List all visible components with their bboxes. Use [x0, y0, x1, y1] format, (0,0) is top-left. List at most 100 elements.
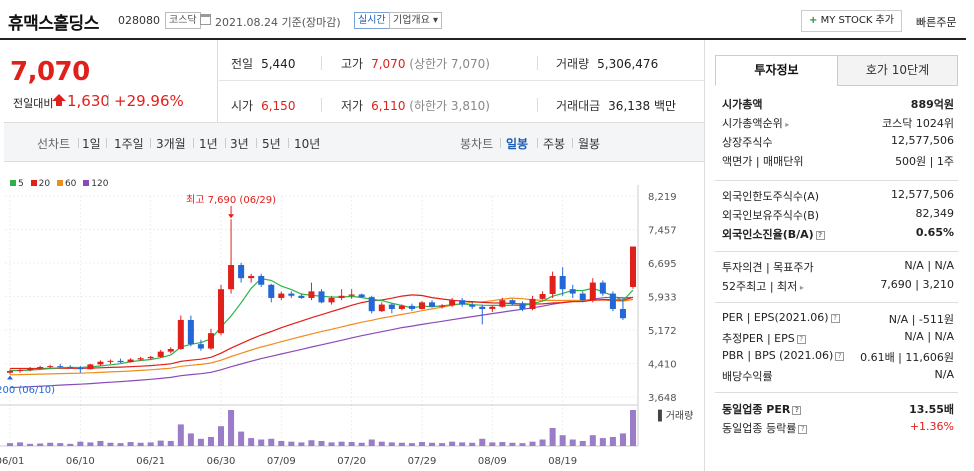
candle-body: [418, 302, 425, 309]
ma20-label: 20: [38, 179, 51, 189]
info-row-label: 동일업종 등락률?: [722, 420, 808, 436]
expand-icon[interactable]: ▸: [782, 120, 790, 129]
period-3m[interactable]: 3개월: [156, 137, 186, 151]
ma60-label: 60: [64, 179, 77, 189]
low-price: 저가 6,110 (하한가 3,810): [341, 97, 490, 114]
low-arrow: [7, 375, 13, 380]
volume-bar: [157, 440, 164, 446]
ma60-line: [9, 297, 634, 376]
quote-separator: [537, 56, 538, 70]
volume-bar: [248, 438, 255, 446]
x-tick-label: 08/09: [478, 456, 507, 467]
candle-body: [258, 275, 265, 285]
info-section-divider: [715, 302, 958, 303]
period-1d[interactable]: 1일: [82, 137, 101, 151]
candle-body: [619, 308, 626, 319]
info-row-value: 12,577,506: [891, 134, 954, 147]
candlestick-chart[interactable]: 8,219 7,457 6,695 5,933 5,172 4,410 3,648 06/01…: [0, 175, 704, 471]
candle-body: [268, 284, 275, 298]
quote-grid: 전일 5,440 고가 7,070 (상한가 7,070) 거래량 5,306,476…: [219, 40, 704, 122]
expand-icon[interactable]: ▸: [797, 283, 804, 292]
info-row: 시가총액 889억원: [722, 96, 954, 115]
period-5y[interactable]: 5년: [262, 137, 281, 151]
candle-body: [539, 294, 546, 299]
volume-bar: [348, 442, 355, 446]
period-10y[interactable]: 10년: [294, 137, 321, 151]
y-tick-label: 3,648: [648, 393, 677, 404]
help-icon[interactable]: ?: [830, 314, 840, 323]
prev-close: 전일 5,440: [231, 55, 295, 72]
x-tick-label: 07/29: [408, 456, 437, 467]
candle-body: [629, 246, 637, 287]
volume-bar: [449, 441, 456, 446]
info-row-label: 동일업종 PER?: [722, 401, 802, 417]
info-row-value: 13.55배: [909, 403, 954, 416]
x-tick-label: 07/20: [337, 456, 366, 467]
info-row: 동일업종 PER? 13.55배: [722, 401, 954, 420]
volume-bar: [238, 431, 245, 446]
low-annotation: 최저 4,200 (06/10): [0, 384, 55, 396]
stock-code: 028080: [118, 14, 160, 27]
volume-bar: [107, 442, 114, 446]
prev-close-label: 전일: [231, 57, 254, 71]
current-price: 7,070: [10, 57, 90, 87]
candle-body: [429, 302, 436, 307]
info-row: 외국인소진율(B/A)? 0.65%: [722, 226, 954, 245]
volume-bar: [258, 439, 265, 446]
help-icon[interactable]: ?: [815, 231, 825, 240]
candle-monthly[interactable]: 월봉: [578, 137, 601, 151]
info-row: 투자의견 | 목표주가 N/A | N/A: [722, 259, 954, 278]
calendar-icon: [200, 14, 211, 25]
tab-investment-info[interactable]: 투자정보: [715, 55, 838, 86]
candle-weekly[interactable]: 주봉: [543, 137, 566, 151]
x-tick-label: 06/01: [0, 456, 24, 467]
volume-bar: [308, 440, 315, 446]
candle-body: [358, 294, 365, 298]
candle-body: [529, 298, 536, 309]
change-value: 1,630: [67, 92, 110, 110]
candle-body: [489, 306, 496, 309]
help-icon[interactable]: ?: [835, 352, 845, 361]
volume-bar: [137, 442, 144, 446]
candle-body: [589, 282, 596, 301]
info-row: 외국인보유주식수(B) 82,349: [722, 207, 954, 226]
info-row-label: 시가총액순위 ▸: [722, 117, 790, 130]
candle-body: [439, 305, 446, 307]
company-overview-dropdown[interactable]: 기업개요 ▾: [389, 12, 442, 29]
candle-body: [499, 300, 506, 307]
high-price: 고가 7,070 (상한가 7,070): [341, 55, 490, 72]
help-icon[interactable]: ?: [792, 406, 802, 415]
period-1y[interactable]: 1년: [199, 137, 218, 151]
volume-bar: [298, 442, 305, 446]
candle-body: [599, 282, 606, 294]
help-icon[interactable]: ?: [796, 335, 806, 344]
help-icon[interactable]: ?: [798, 425, 808, 434]
candle-body: [479, 306, 486, 309]
realtime-button[interactable]: 실시간: [354, 12, 390, 29]
candle-body: [47, 366, 54, 368]
info-row: 액면가 | 매매단위 500원 | 1주: [722, 153, 954, 172]
info-row: 추정PER | EPS? N/A | N/A: [722, 330, 954, 349]
volume-bar: [398, 442, 405, 446]
tab-orderbook[interactable]: 호가 10단계: [837, 55, 958, 86]
period-3y[interactable]: 3년: [230, 137, 249, 151]
up-arrow-icon: [52, 94, 66, 106]
candle-body: [449, 300, 456, 306]
period-separator: [78, 138, 79, 148]
line-chart-label: 선차트: [37, 137, 71, 151]
period-1w[interactable]: 1주일: [114, 137, 144, 151]
info-row-value: 889억원: [910, 98, 954, 111]
info-tabs: 투자정보 호가 10단계: [715, 55, 958, 86]
investment-info-panel: 투자정보 호가 10단계 시가총액 889억원 시가총액순위 ▸ 코스닥 1024위 상…: [704, 40, 966, 471]
info-row-value: 코스닥 1024위: [882, 117, 954, 130]
volume-bar: [418, 442, 425, 446]
info-row: 시가총액순위 ▸ 코스닥 1024위: [722, 115, 954, 134]
add-my-stock-button[interactable]: + MY STOCK 추가: [801, 10, 902, 32]
volume-bar: [77, 441, 84, 446]
high-value: 7,070: [371, 57, 406, 71]
candle-daily[interactable]: 일봉: [506, 137, 529, 151]
volume-bar: [539, 439, 546, 446]
moving-average-legend: 5 20 60 120: [10, 179, 108, 189]
period-separator: [193, 138, 194, 148]
quick-order-link[interactable]: 빠른주문: [916, 16, 957, 29]
